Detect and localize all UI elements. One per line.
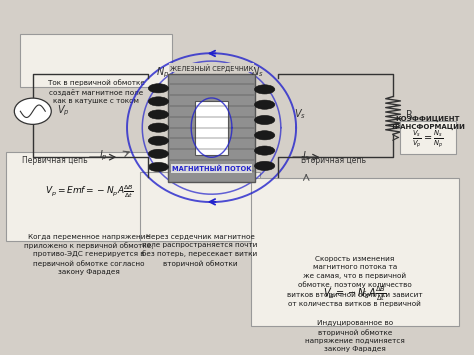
Text: Индуцированное во
вторичной обмотке
напряжение подчиняется
закону Фарадея: Индуцированное во вторичной обмотке напр… [305,320,405,352]
Ellipse shape [148,97,169,106]
Ellipse shape [255,146,275,155]
Ellipse shape [148,123,169,132]
Text: $N_s$: $N_s$ [251,65,264,79]
Text: R: R [406,110,413,120]
Text: Вторичная цепь: Вторичная цепь [301,156,366,165]
Text: $V_p = Emf = -N_p A\frac{\Delta B}{\Delta t}$: $V_p = Emf = -N_p A\frac{\Delta B}{\Delt… [45,184,134,200]
Ellipse shape [255,115,275,125]
FancyBboxPatch shape [400,121,456,154]
Ellipse shape [255,161,275,170]
Ellipse shape [255,100,275,109]
FancyBboxPatch shape [195,100,228,155]
Text: $V_p$: $V_p$ [57,104,70,119]
Text: $V_s = -N_s A\frac{\Delta B}{\Delta t}$: $V_s = -N_s A\frac{\Delta B}{\Delta t}$ [323,285,387,303]
Ellipse shape [255,131,275,140]
Ellipse shape [255,85,275,94]
Ellipse shape [148,162,169,171]
Text: $I_s$: $I_s$ [302,149,310,163]
Ellipse shape [148,84,169,93]
FancyBboxPatch shape [140,172,260,241]
FancyBboxPatch shape [20,34,172,87]
FancyBboxPatch shape [6,152,172,241]
Text: Скорость изменения
магнитного потока та
же самая, что в первичной
обмотке, поэто: Скорость изменения магнитного потока та … [287,256,422,307]
Ellipse shape [148,110,169,119]
Text: ЖЕЛЕЗНЫЙ СЕРДЕЧНИК: ЖЕЛЕЗНЫЙ СЕРДЕЧНИК [170,64,253,72]
FancyBboxPatch shape [168,73,255,182]
Text: $V_s$: $V_s$ [294,108,306,121]
Text: Когда переменное напряжение
приложено к первичной обмотке,
противо-ЭДС генерируе: Когда переменное напряжение приложено к … [24,234,154,275]
Text: КОЭФФИЦИЕНТ
ТРАНСФОРМАЦИИ: КОЭФФИЦИЕНТ ТРАНСФОРМАЦИИ [391,116,465,130]
Text: $N_p$: $N_p$ [156,65,170,80]
Circle shape [14,98,51,124]
FancyBboxPatch shape [251,179,459,326]
Text: $\frac{V_s}{V_p} = \frac{N_s}{N_p}$: $\frac{V_s}{V_p} = \frac{N_s}{N_p}$ [412,128,444,150]
Ellipse shape [148,149,169,158]
Text: Ток в первичной обмотке
создаёт магнитное поле
как в катушке с током: Ток в первичной обмотке создаёт магнитно… [48,80,145,104]
Text: $I_p$: $I_p$ [99,149,108,163]
Text: МАГНИТНЫЙ ПОТОК: МАГНИТНЫЙ ПОТОК [172,165,251,172]
Ellipse shape [148,136,169,145]
Text: Первичная цепь: Первичная цепь [22,156,87,165]
Text: Через сердечник магнитное
поле распространяется почти
без потерь, пересекает вит: Через сердечник магнитное поле распростр… [142,234,258,267]
